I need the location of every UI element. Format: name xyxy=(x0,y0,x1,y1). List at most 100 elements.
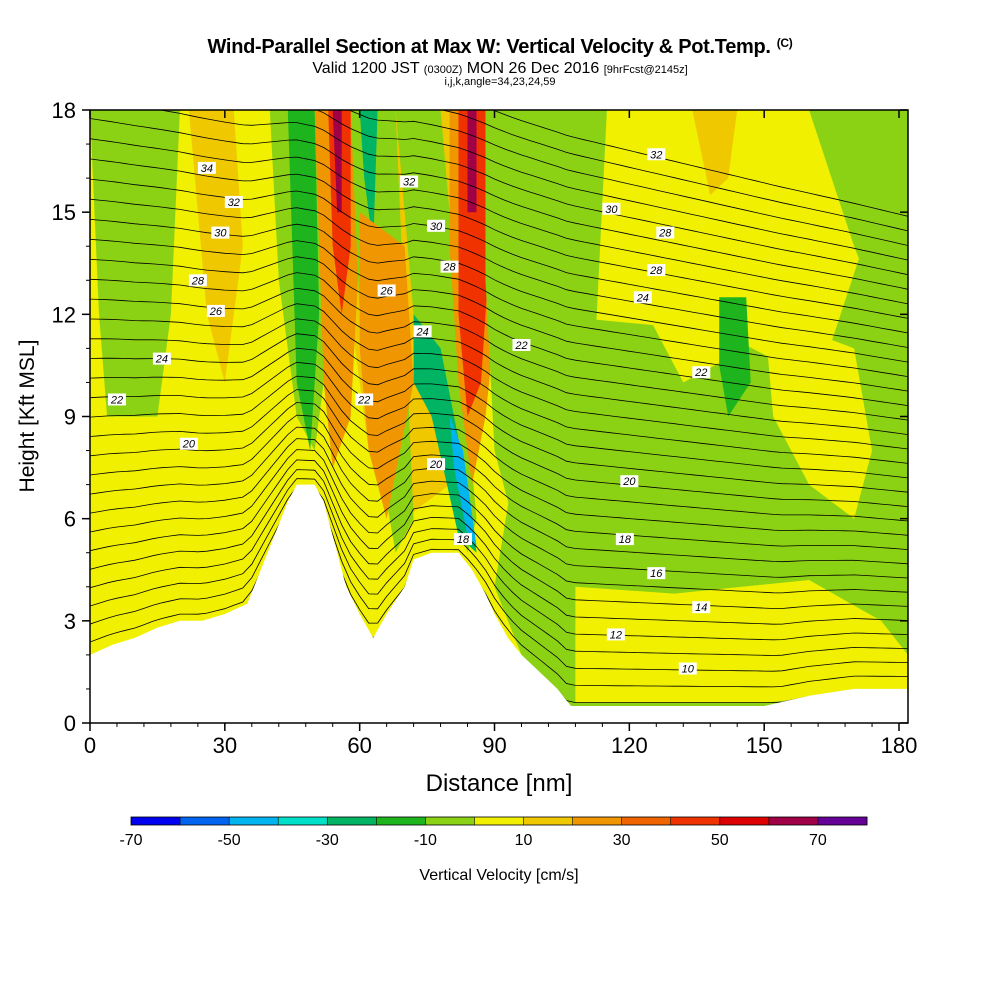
label-background xyxy=(656,226,675,239)
theta-contour-line xyxy=(492,110,908,217)
theta-label-text: 24 xyxy=(155,354,168,366)
theta-label-text: 22 xyxy=(110,394,123,406)
label-background xyxy=(454,533,473,546)
label-background xyxy=(197,161,216,174)
theta-contour-line xyxy=(90,118,908,290)
label-background xyxy=(377,284,396,297)
theta-contour-label: 22 xyxy=(107,393,126,406)
theta-contour-label: 18 xyxy=(454,533,473,546)
theta-label-text: 14 xyxy=(695,602,707,614)
chart-subtitle: Valid 1200 JST (0300Z) MON 26 Dec 2016 [… xyxy=(0,60,1000,78)
velocity-region xyxy=(188,110,243,383)
colorbar-tick-label: -10 xyxy=(414,832,437,849)
velocity-region xyxy=(359,212,414,519)
colorbar-frame xyxy=(130,816,868,826)
theta-contour-label: 32 xyxy=(647,148,666,161)
label-background xyxy=(179,437,198,450)
label-background xyxy=(427,219,446,232)
valid-utc: (0300Z) xyxy=(423,64,463,76)
theta-contour-label: 32 xyxy=(224,195,243,209)
label-background xyxy=(427,458,446,471)
velocity-region xyxy=(359,110,378,247)
theta-contour-label: 12 xyxy=(606,628,625,641)
theta-contour-line xyxy=(90,198,908,348)
theta-label-text: 26 xyxy=(380,285,394,297)
velocity-region xyxy=(764,314,872,519)
theta-contour-line xyxy=(90,375,908,507)
theta-label-text: 12 xyxy=(610,629,622,641)
colorbar-swatch xyxy=(523,817,574,825)
label-background xyxy=(152,352,171,365)
velocity-region xyxy=(494,178,908,707)
label-background xyxy=(615,533,634,546)
theta-contour-line xyxy=(90,449,908,594)
x-tick-label: 90 xyxy=(482,733,506,758)
theta-label-text: 28 xyxy=(191,275,205,287)
colorbar-swatch xyxy=(425,817,475,825)
label-background xyxy=(355,393,374,406)
colorbar: -70 -50 -30 -10 10 30 50 70 xyxy=(119,816,868,849)
theta-contour-label: 28 xyxy=(440,260,459,274)
label-background xyxy=(211,226,230,239)
label-background xyxy=(206,304,225,317)
theta-contour-line xyxy=(90,493,908,672)
colorbar-swatch xyxy=(180,817,230,825)
x-tick-label: 60 xyxy=(347,733,371,758)
x-tick-label: 180 xyxy=(881,733,918,758)
theta-label-text: 30 xyxy=(430,221,443,233)
copyright-mark: (C) xyxy=(776,36,793,50)
theta-contour-line xyxy=(90,272,908,406)
theta-label-text: 10 xyxy=(682,664,695,676)
label-background xyxy=(692,601,711,614)
y-axis-label: Height [Kft MSL] xyxy=(16,340,39,493)
colorbar-tick-label: 10 xyxy=(515,832,533,849)
y-tick-label: 6 xyxy=(64,507,76,532)
theta-contour-label: 30 xyxy=(602,202,621,216)
theta-contour-line xyxy=(90,459,908,609)
colorbar-swatch xyxy=(278,817,328,825)
forecast-info: [9hrFcst@2145z] xyxy=(603,64,688,76)
theta-contour-label: 10 xyxy=(678,662,697,676)
velocity-region xyxy=(287,110,320,451)
y-tick-label: 9 xyxy=(64,405,76,430)
theta-contour-label: 18 xyxy=(615,533,634,546)
theta-contour-label: 20 xyxy=(427,458,446,471)
x-axis-label: Distance [nm] xyxy=(426,770,573,797)
y-axis: 0 3 6 9 12 15 18 xyxy=(52,98,908,736)
theta-contour-line xyxy=(90,389,908,522)
colorbar-tick-label: -50 xyxy=(218,832,241,849)
velocity-region xyxy=(458,110,490,417)
theta-label-text: 22 xyxy=(694,367,707,379)
colorbar-tick-label: -30 xyxy=(316,832,339,849)
theta-label-text: 32 xyxy=(403,177,415,189)
theta-label-text: 30 xyxy=(214,228,227,240)
theta-contour-line xyxy=(90,426,908,565)
theta-contour-line xyxy=(90,303,908,435)
theta-label-text: 28 xyxy=(649,265,663,277)
theta-contour-line xyxy=(90,438,908,579)
theta-label-text: 34 xyxy=(201,163,213,175)
label-background xyxy=(512,338,531,351)
theta-label-text: 24 xyxy=(636,292,649,304)
theta-contour-line xyxy=(90,158,908,319)
label-background xyxy=(188,274,207,287)
chart-title-text: Wind-Parallel Section at Max W: Vertical… xyxy=(207,36,771,58)
theta-contour-line xyxy=(90,500,908,688)
theta-contour-line xyxy=(90,238,908,377)
label-background xyxy=(602,202,621,215)
x-tick-label: 120 xyxy=(611,733,648,758)
label-background xyxy=(413,325,432,338)
velocity-region xyxy=(467,110,477,213)
theta-contour-label: 28 xyxy=(656,226,675,240)
terrain xyxy=(90,484,908,723)
theta-contour-line xyxy=(90,478,908,641)
colorbar-tick-label: 70 xyxy=(809,832,827,849)
colorbar-swatch xyxy=(131,817,181,825)
theta-contour-label: 30 xyxy=(427,219,446,233)
theta-contour-line xyxy=(440,110,908,232)
theta-label-text: 30 xyxy=(605,204,618,216)
label-background xyxy=(620,475,639,488)
label-background xyxy=(678,662,697,675)
theta-contours xyxy=(90,110,908,703)
